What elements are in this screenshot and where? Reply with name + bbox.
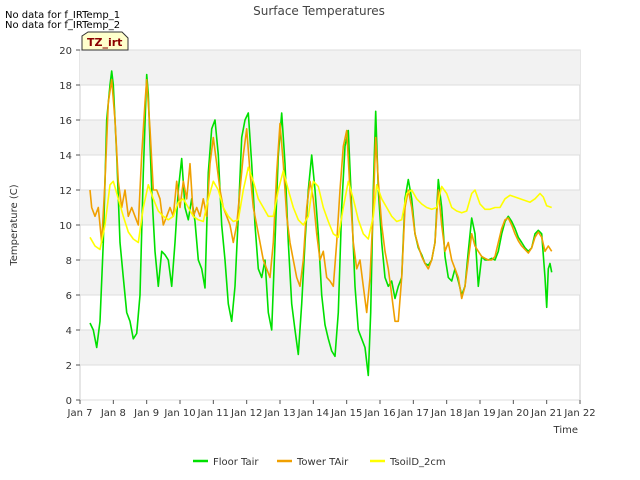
legend-label-floor-tair: Floor Tair	[213, 457, 259, 468]
series-layer	[89, 70, 553, 377]
no-data-note-1: No data for f_IRTemp_1	[5, 10, 120, 21]
x-tick-label: Jan 21	[530, 408, 562, 419]
x-tick-label: Jan 12	[230, 408, 262, 419]
x-tick-label: Jan 11	[197, 408, 229, 419]
y-tick-label: 16	[59, 116, 72, 127]
x-tick-label: Jan 10	[163, 408, 195, 419]
grid-band	[80, 120, 580, 155]
y-axis-title: Temperature (C)	[9, 184, 20, 266]
legend-label-tower-tair: Tower TAir	[296, 457, 349, 468]
y-tick-label: 6	[66, 291, 72, 302]
x-tick-label: Jan 16	[363, 408, 395, 419]
series-line-tsoild-2cm	[89, 166, 552, 251]
x-tick-label: Jan 7	[67, 408, 93, 419]
series-line-floor-tair	[89, 70, 553, 377]
y-tick-label: 14	[59, 151, 72, 162]
tz-irt-badge: TZ_irt	[81, 31, 129, 51]
y-tick-label: 18	[59, 81, 72, 92]
y-tick-label: 20	[59, 46, 72, 57]
x-tick-label: Jan 18	[430, 408, 462, 419]
legend: Floor Tair Tower TAir TsoilD_2cm	[193, 457, 446, 468]
legend-label-tsoild-2cm: TsoilD_2cm	[389, 457, 446, 468]
y-tick-label: 0	[66, 396, 72, 407]
x-tick-label: Jan 13	[263, 408, 295, 419]
y-tick-label: 8	[66, 256, 72, 267]
x-tick-label: Jan 17	[397, 408, 429, 419]
series-line-tower-tair	[89, 79, 553, 323]
chart-title: Surface Temperatures	[253, 4, 385, 18]
badge-label: TZ_irt	[87, 36, 122, 49]
y-tick-label: 10	[59, 221, 72, 232]
x-tick-label: Jan 22	[563, 408, 595, 419]
grid-band	[80, 50, 580, 85]
x-axis-title: Time	[553, 425, 578, 436]
x-tick-label: Jan 9	[133, 408, 159, 419]
x-tick-label: Jan 15	[330, 408, 362, 419]
x-tick-label: Jan 14	[297, 408, 329, 419]
x-tick-label: Jan 8	[100, 408, 126, 419]
no-data-note-2: No data for f_IRTemp_2	[5, 20, 120, 31]
x-tick-label: Jan 19	[463, 408, 495, 419]
y-tick-label: 4	[66, 326, 72, 337]
y-tick-label: 2	[66, 361, 72, 372]
y-tick-label: 12	[59, 186, 72, 197]
x-tick-label: Jan 20	[497, 408, 529, 419]
grid-band	[80, 260, 580, 295]
